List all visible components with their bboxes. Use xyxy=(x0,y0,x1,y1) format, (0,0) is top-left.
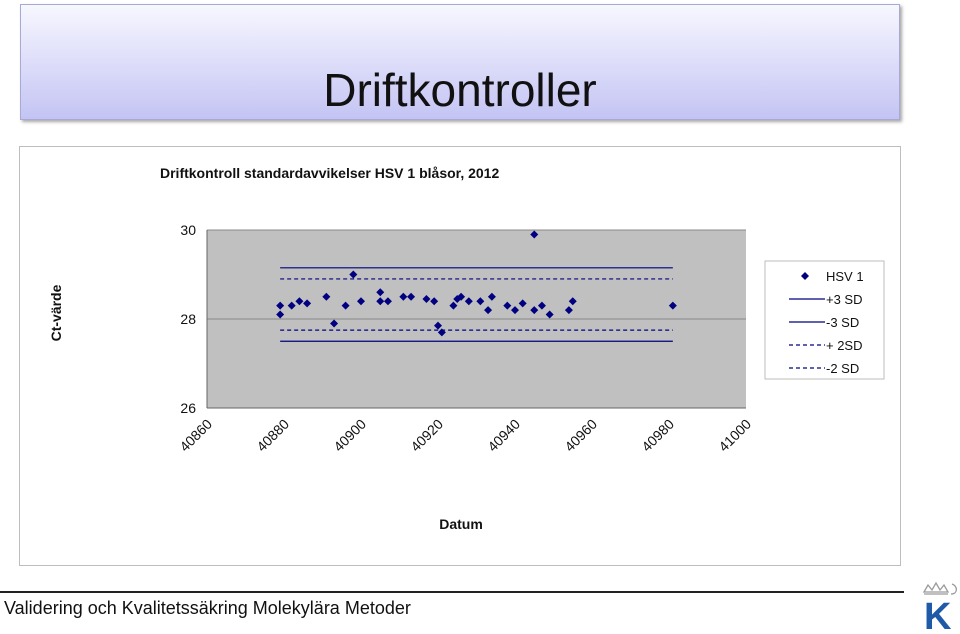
data-point xyxy=(407,292,416,301)
data-point xyxy=(537,301,546,310)
data-point xyxy=(287,301,296,310)
data-point xyxy=(487,292,496,301)
data-point xyxy=(449,301,458,310)
chart: Driftkontroll standardavvikelser HSV 1 b… xyxy=(48,165,885,532)
data-point xyxy=(295,297,304,306)
data-point xyxy=(376,288,385,297)
legend-label: +3 SD xyxy=(826,292,863,307)
legend-label: -2 SD xyxy=(826,361,859,376)
y-tick-label: 26 xyxy=(180,400,196,416)
y-tick-label: 30 xyxy=(180,222,196,238)
data-point xyxy=(330,319,339,328)
x-tick-label: 41000 xyxy=(715,416,754,455)
data-point xyxy=(503,301,512,310)
data-point xyxy=(276,301,285,310)
data-point xyxy=(457,292,466,301)
data-point xyxy=(476,297,485,306)
x-tick-label: 40980 xyxy=(638,416,677,455)
legend-box xyxy=(764,260,885,380)
data-point xyxy=(518,299,527,308)
x-tick-label: 40960 xyxy=(561,416,600,455)
legend-label: + 2SD xyxy=(826,338,863,353)
data-point xyxy=(357,297,365,306)
legend-label: -3 SD xyxy=(826,315,859,330)
crown-icon xyxy=(922,581,958,595)
y-tick-label: 28 xyxy=(180,311,196,327)
data-point xyxy=(530,306,539,315)
data-point xyxy=(376,297,385,306)
data-point xyxy=(511,306,519,315)
data-point xyxy=(668,301,677,310)
data-point xyxy=(383,297,392,306)
data-point xyxy=(437,328,446,337)
x-tick-label: 40940 xyxy=(484,416,523,455)
data-point xyxy=(434,321,442,330)
slide-title: Driftkontroller xyxy=(323,64,597,116)
footer-divider xyxy=(0,591,904,593)
data-point xyxy=(422,294,431,303)
y-axis-label: Ct-värde xyxy=(48,284,64,341)
data-point xyxy=(303,299,312,308)
chart-frame: Driftkontroll standardavvikelser HSV 1 b… xyxy=(19,146,901,566)
logo-letter: K xyxy=(924,596,952,632)
data-point xyxy=(349,270,358,279)
title-box: Driftkontroller xyxy=(20,4,900,120)
data-point xyxy=(530,230,539,239)
data-point xyxy=(341,301,350,310)
data-point xyxy=(568,297,577,306)
legend-label: HSV 1 xyxy=(826,269,864,284)
data-point xyxy=(322,292,331,301)
data-point xyxy=(545,310,554,319)
data-point xyxy=(464,297,473,306)
data-point xyxy=(564,306,573,315)
x-tick-label: 40880 xyxy=(253,416,292,455)
x-tick-label: 40900 xyxy=(330,416,369,455)
x-axis-label: Datum xyxy=(439,516,483,532)
x-tick-label: 40860 xyxy=(176,416,215,455)
data-point xyxy=(399,292,408,301)
footer-text: Validering och Kvalitetssäkring Molekylä… xyxy=(4,598,411,618)
data-point xyxy=(430,297,439,306)
chart-title: Driftkontroll standardavvikelser HSV 1 b… xyxy=(160,165,499,181)
data-point xyxy=(484,306,493,315)
legend-marker xyxy=(801,272,809,280)
x-tick-label: 40920 xyxy=(407,416,446,455)
data-point xyxy=(276,310,285,319)
kth-logo: K xyxy=(922,581,958,632)
